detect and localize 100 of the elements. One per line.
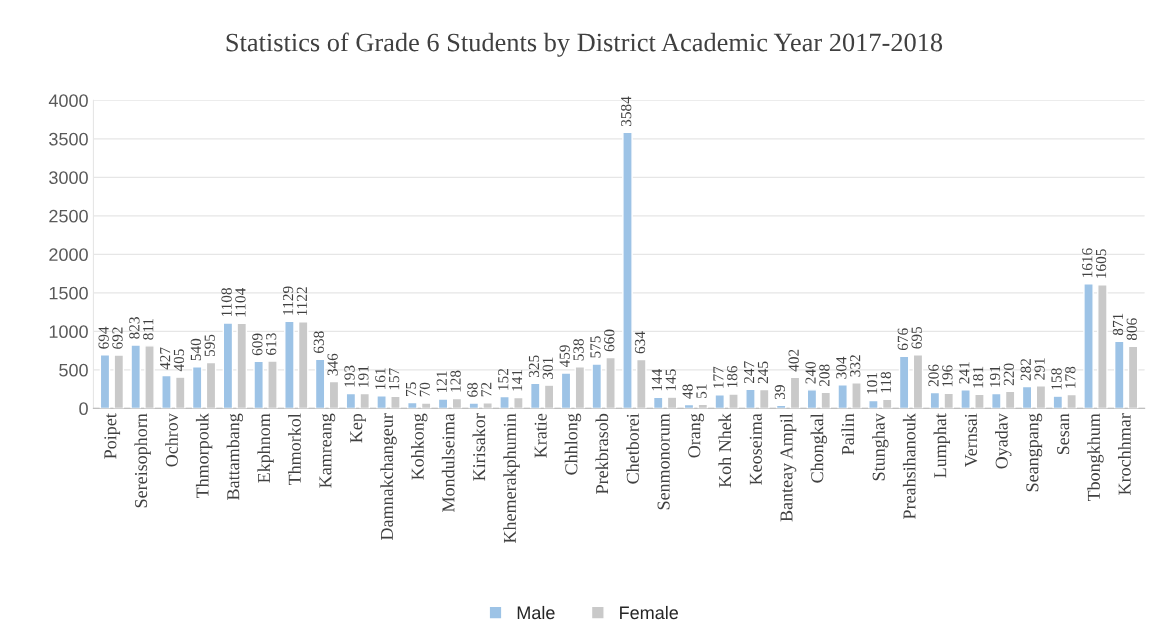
bar (205, 361, 217, 409)
x-tick-label: Thmorkol (288, 413, 301, 486)
data-label: 638 (313, 331, 324, 353)
bar (407, 401, 418, 409)
data-label: 402 (788, 349, 799, 372)
bar (297, 321, 309, 409)
legend-label: Male (517, 605, 555, 620)
x-tick-label: Krochhmar (1118, 413, 1131, 495)
x-tick-label: Tbongkhum (1087, 413, 1104, 502)
bar (284, 320, 295, 409)
x-tick-label: Keoseima (749, 413, 762, 485)
legend-label: Female (620, 605, 679, 620)
data-label: 871 (1112, 313, 1124, 336)
bar (929, 391, 941, 409)
bar (943, 392, 954, 409)
data-label: 692 (112, 327, 123, 349)
bar (1066, 393, 1077, 409)
data-label: 75 (406, 382, 417, 396)
data-label: 118 (880, 371, 892, 393)
bar (529, 382, 541, 409)
x-tick-label: Thmorpouk (195, 413, 213, 499)
data-label: 152 (498, 368, 509, 390)
data-label: 70 (419, 382, 430, 397)
x-tick-label: Sereisophorn (134, 413, 151, 508)
bar (714, 393, 726, 409)
data-label: 177 (713, 366, 724, 388)
bar (974, 393, 985, 409)
bar (236, 322, 248, 409)
data-label: 247 (744, 361, 755, 384)
y-tick-label: 3000 (49, 171, 88, 185)
bar (912, 354, 924, 409)
bar (113, 354, 125, 409)
x-tick-label: Banteay Ampil (779, 413, 797, 522)
bar (1097, 284, 1108, 409)
data-label: 695 (911, 326, 922, 349)
x-tick-label: Damnakchangeur (380, 413, 397, 540)
x-tick-label: Battambang (226, 413, 244, 500)
bar (161, 374, 172, 409)
data-label: 158 (1051, 368, 1062, 390)
bar (591, 363, 603, 409)
data-label: 39 (774, 385, 785, 400)
bar (513, 396, 524, 409)
data-label: 575 (590, 336, 601, 358)
data-label: 72 (481, 382, 492, 397)
x-tick-label: Sesan (1057, 413, 1070, 455)
bar (1127, 345, 1139, 409)
x-tick-label: Stunghav (872, 413, 889, 481)
bar (851, 382, 862, 409)
data-label: 346 (327, 353, 338, 376)
bar (420, 402, 432, 409)
data-label: 3584 (621, 96, 632, 127)
x-tick-label: Chhlong (564, 413, 582, 475)
x-tick-label: Kohkong (411, 413, 428, 480)
data-label: 220 (1003, 363, 1014, 386)
data-label: 538 (573, 339, 584, 361)
x-tick-label: Senmonorum (657, 413, 670, 510)
bar (898, 355, 910, 409)
bar (960, 389, 971, 409)
bar (622, 131, 633, 409)
data-label: 144 (651, 369, 662, 391)
data-label: 245 (757, 361, 769, 384)
x-tick-label: Vernsai (964, 413, 978, 468)
x-tick-label: Khemerakphumin (503, 413, 520, 544)
bar (543, 384, 555, 409)
bar (482, 402, 493, 409)
bar (451, 397, 463, 409)
x-tick-label: Koh Nhek (718, 413, 732, 488)
bar (468, 402, 480, 409)
data-label: 101 (866, 372, 878, 394)
x-tick-label: Poipet (104, 413, 121, 459)
data-label: 191 (358, 366, 369, 387)
bar (253, 360, 264, 409)
x-tick-label: Chetborei (626, 413, 639, 484)
data-label: 193 (344, 365, 355, 387)
data-label: 459 (559, 345, 570, 368)
bar (130, 344, 142, 409)
y-tick-label: 2500 (49, 209, 88, 223)
bar (605, 356, 616, 409)
x-tick-label: Kirisakor (472, 413, 486, 481)
data-label: 186 (727, 365, 738, 388)
chart-title: Statistics of Grade 6 Students by District Academic Year 2017-2018 (226, 32, 943, 57)
bar (191, 366, 203, 409)
bar (499, 395, 510, 409)
bar (881, 398, 893, 409)
bar (806, 389, 818, 409)
y-tick-label: 2000 (49, 248, 88, 262)
bar (345, 392, 357, 409)
data-label: 145 (665, 369, 676, 391)
bar (758, 388, 770, 409)
x-tick-label: Mondulseima (441, 413, 455, 512)
y-tick-label: 0 (79, 402, 88, 416)
x-tick-label: Oyadav (995, 413, 1012, 469)
bar (1035, 385, 1047, 409)
data-label: 121 (436, 371, 447, 393)
data-label: 540 (190, 338, 201, 361)
data-label: 1104 (235, 288, 246, 317)
data-label: 332 (850, 355, 861, 377)
data-label: 1122 (296, 287, 307, 316)
bar (1004, 390, 1016, 409)
bar (820, 391, 832, 409)
